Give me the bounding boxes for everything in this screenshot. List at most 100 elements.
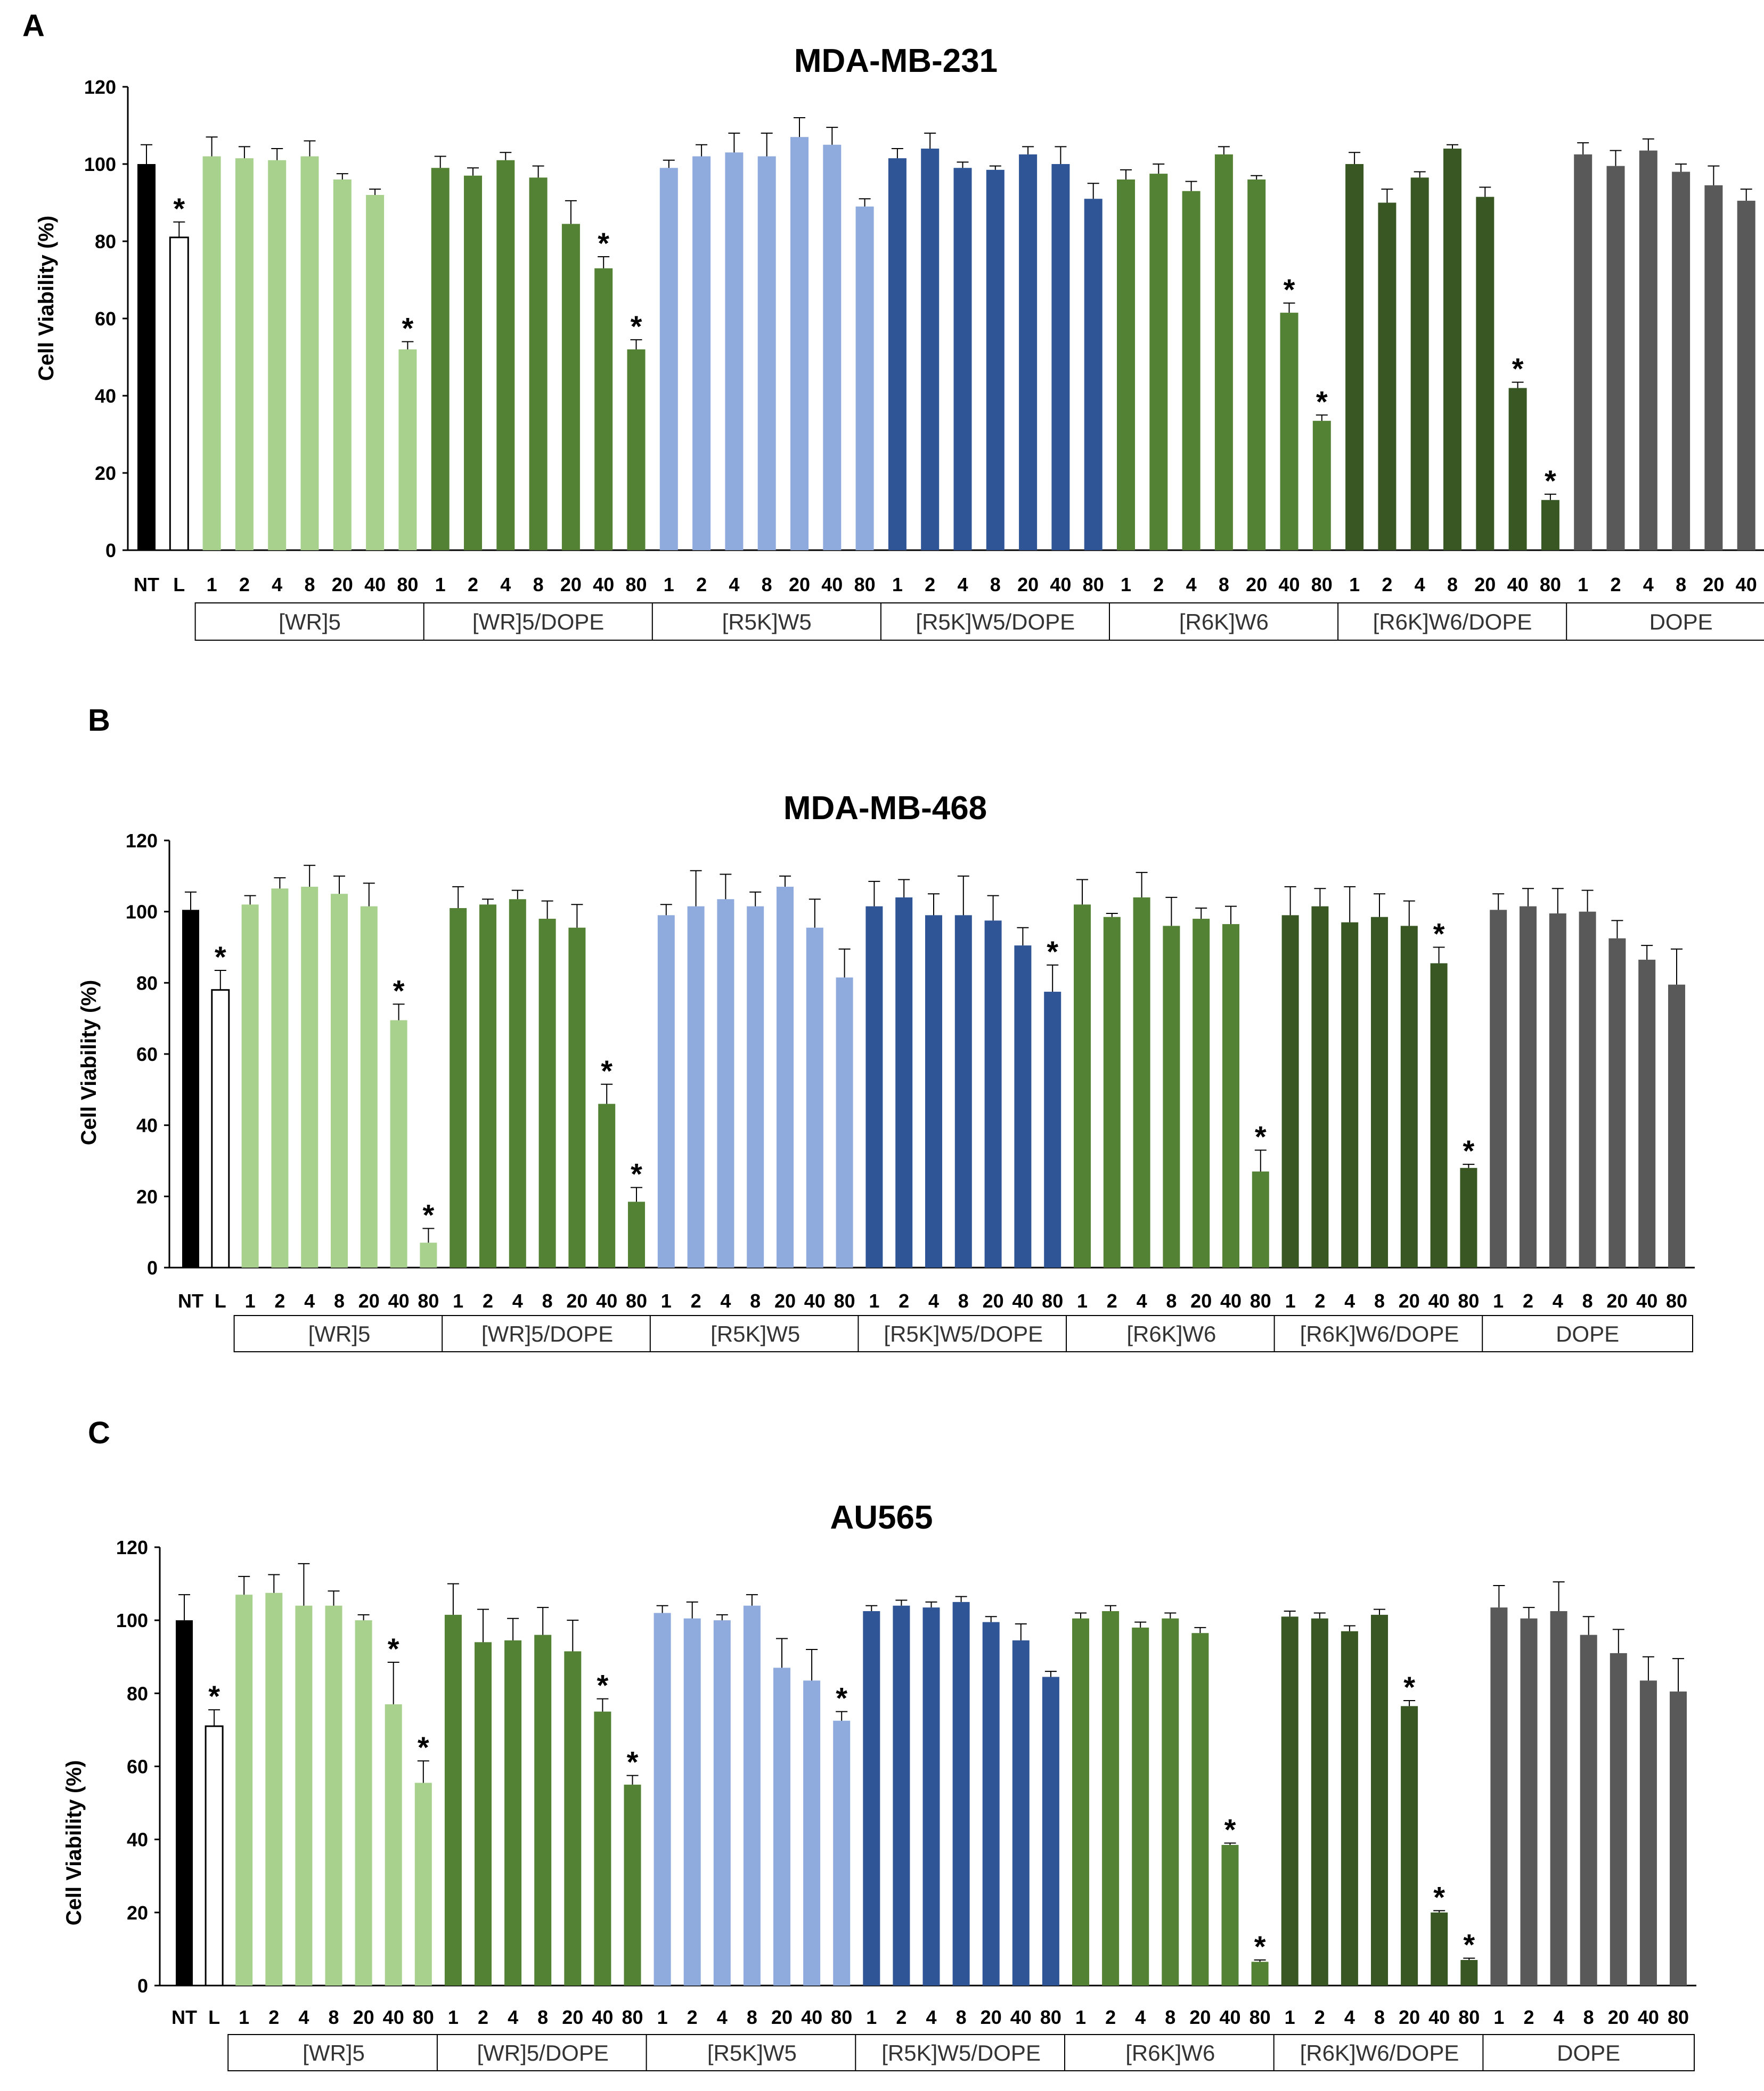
bar <box>1490 1607 1508 1986</box>
y-tick-label: 120 <box>116 1537 148 1558</box>
bar <box>300 156 319 550</box>
group-label: [R5K]W5/DOPE <box>881 2040 1041 2065</box>
x-tick-label: 4 <box>717 2006 728 2028</box>
bar <box>268 160 287 550</box>
x-tick-label: 2 <box>1523 2006 1534 2028</box>
x-tick-label: 8 <box>533 574 544 595</box>
x-tick-label: 4 <box>1643 574 1654 595</box>
x-tick-label: 40 <box>1638 2006 1659 2028</box>
x-tick-label: 8 <box>747 2006 757 2028</box>
x-tick-label: 40 <box>821 574 843 595</box>
significance-star: * <box>627 1745 639 1779</box>
bar <box>1193 919 1210 1268</box>
bar <box>1574 154 1592 550</box>
x-tick-label: 40 <box>1012 1290 1033 1312</box>
bar <box>1580 1635 1597 1986</box>
bar <box>747 906 764 1268</box>
y-tick-label: 60 <box>127 1756 148 1778</box>
bar <box>534 1635 552 1986</box>
x-tick-label: 20 <box>1703 574 1724 595</box>
x-tick-label: 2 <box>274 1290 285 1312</box>
x-tick-label: 4 <box>720 1290 731 1312</box>
x-tick-label: 40 <box>801 2006 822 2028</box>
group-label-box <box>436 2034 649 2071</box>
bar <box>1460 1959 1478 1986</box>
x-tick-label: 1 <box>207 574 217 595</box>
x-tick-label: 20 <box>1190 1290 1212 1312</box>
x-tick-label: 8 <box>956 2006 967 2028</box>
group-label: [R6K]W6 <box>1125 2040 1215 2065</box>
x-tick-label: 1 <box>1285 2006 1295 2028</box>
bar <box>1460 1167 1477 1268</box>
bar <box>1014 945 1032 1268</box>
x-tick-label: 2 <box>899 1290 909 1312</box>
significance-star: * <box>215 940 226 974</box>
bar <box>1639 1680 1657 1986</box>
bar <box>953 168 972 550</box>
bar <box>496 160 515 550</box>
group-label: [R5K]W5/DOPE <box>884 1321 1043 1346</box>
chart-title: AU565 <box>830 1499 933 1536</box>
x-tick-label: 20 <box>1474 574 1496 595</box>
bar <box>450 908 467 1268</box>
x-tick-label: 1 <box>1349 574 1360 595</box>
x-tick-label: 2 <box>1105 2006 1116 2028</box>
significance-star: * <box>598 226 609 260</box>
x-tick-label: 4 <box>1344 1290 1355 1312</box>
group-label-box <box>233 1315 445 1352</box>
bar <box>1476 197 1494 550</box>
y-tick-label: 20 <box>127 1902 148 1924</box>
bar <box>385 1704 402 1986</box>
x-tick-label: 4 <box>1137 1290 1147 1312</box>
x-tick-label: 8 <box>958 1290 969 1312</box>
x-tick-label: NT <box>134 574 159 595</box>
x-tick-label: 40 <box>1507 574 1529 595</box>
x-tick-label: 2 <box>691 1290 701 1312</box>
bar <box>806 927 823 1268</box>
x-tick-label: 80 <box>1083 574 1104 595</box>
bar <box>1252 1171 1269 1268</box>
x-tick-label: 2 <box>483 1290 493 1312</box>
x-tick-label: 4 <box>957 574 968 595</box>
y-tick-label: 0 <box>105 540 116 561</box>
x-tick-label: 20 <box>358 1290 380 1312</box>
bar <box>1042 1677 1059 1986</box>
bar <box>627 349 646 550</box>
x-tick-label: 4 <box>1554 2006 1564 2028</box>
bar <box>529 177 548 550</box>
y-tick-label: 0 <box>147 1257 158 1279</box>
bar <box>1341 922 1359 1268</box>
bar <box>205 1725 224 1987</box>
significance-star: * <box>1047 935 1058 968</box>
significance-star: * <box>1284 273 1295 306</box>
significance-star: * <box>423 1198 435 1231</box>
panel-letter: C <box>88 1416 110 1450</box>
x-tick-label: 1 <box>239 2006 249 2028</box>
group-label: [R6K]W6 <box>1179 609 1269 634</box>
x-tick-label: 4 <box>729 574 739 595</box>
x-tick-label: 1 <box>1493 1290 1504 1312</box>
bar <box>1103 917 1121 1268</box>
x-tick-label: 40 <box>383 2006 404 2028</box>
bar <box>1084 199 1102 550</box>
x-tick-label: NT <box>172 2006 197 2028</box>
x-tick-label: 4 <box>272 574 282 595</box>
significance-star: * <box>388 1632 399 1665</box>
bar <box>504 1640 522 1986</box>
bar <box>1281 1616 1298 1986</box>
chart-panel-b: B MDA-MB-468 Cell Viability (%) 0 20 40 60 80 10… <box>77 703 1695 1352</box>
x-tick-label: 2 <box>1153 574 1164 595</box>
x-tick-label: 8 <box>1582 1290 1593 1312</box>
bar <box>176 1620 193 1986</box>
x-tick-label: 4 <box>304 1290 315 1312</box>
bar <box>1610 1653 1627 1986</box>
bar <box>833 1720 851 1986</box>
y-axis-title: Cell Viability (%) <box>62 1760 86 1925</box>
bar <box>360 906 378 1268</box>
y-tick-label: 80 <box>136 972 158 994</box>
bar <box>1400 926 1418 1268</box>
bar <box>137 164 156 550</box>
significance-star: * <box>173 192 185 225</box>
bar <box>984 920 1002 1268</box>
bar <box>390 1020 407 1268</box>
